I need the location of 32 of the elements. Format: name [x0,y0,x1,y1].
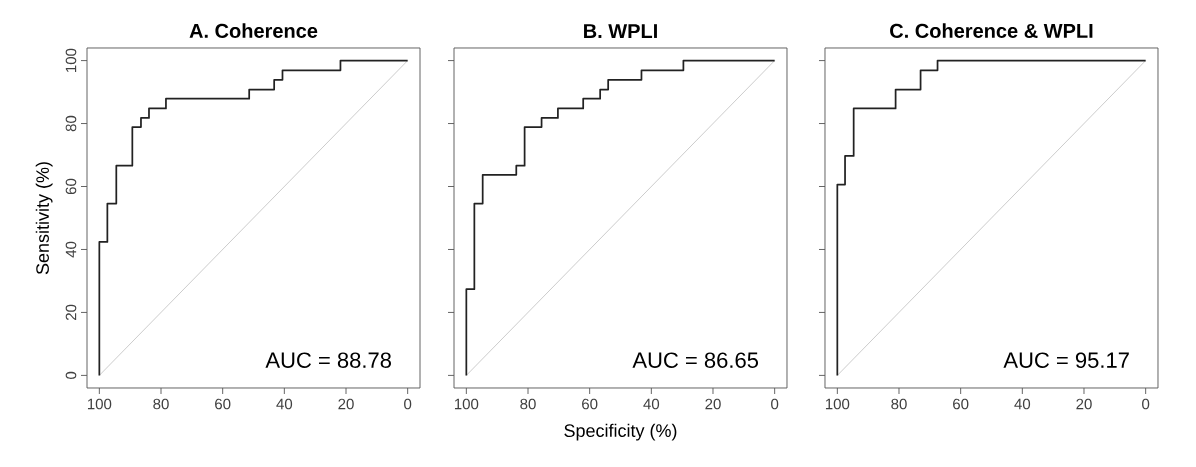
y-tick-label: 0 [65,371,77,379]
x-tick-label: 100 [87,398,112,410]
annotation: AUC = 86.65 [632,352,759,368]
x-tick-label: 40 [643,398,660,410]
y-tick-label: 100 [65,48,77,72]
y-tick-label: 20 [65,304,77,321]
chart-title: B. WPLI [584,24,657,38]
x-tick-label: 80 [891,398,907,410]
x-tick-label: 60 [215,398,231,410]
y-axis-title: Sensitivity (%) [35,162,53,275]
x-tick-label: 0 [1142,398,1150,410]
y-tick-label: 60 [65,178,77,195]
x-tick-label: 20 [705,398,721,410]
annotation: AUC = 95.17 [1003,352,1129,368]
x-tick-label: 80 [153,398,169,410]
x-tick-label: 0 [771,398,779,410]
x-tick-label: 60 [582,398,598,410]
x-tick-label: 80 [520,398,536,410]
x-tick-label: 100 [825,398,850,410]
chart-title: C. Coherence & WPLI [890,23,1093,38]
x-tick-label: 20 [1076,398,1092,410]
x-tick-label: 60 [953,398,969,410]
x-tick-label: 0 [404,398,412,410]
x-tick-label: 100 [454,398,479,410]
x-axis-title: Specificity (%) [564,423,677,441]
x-tick-label: 40 [276,398,293,410]
x-tick-label: 40 [1014,398,1031,410]
x-tick-label: 20 [338,398,354,410]
y-tick-label: 80 [65,115,77,132]
chart-title: A. Coherence [189,23,318,38]
y-tick-label: 40 [65,241,77,258]
annotation: AUC = 88.78 [265,352,391,368]
